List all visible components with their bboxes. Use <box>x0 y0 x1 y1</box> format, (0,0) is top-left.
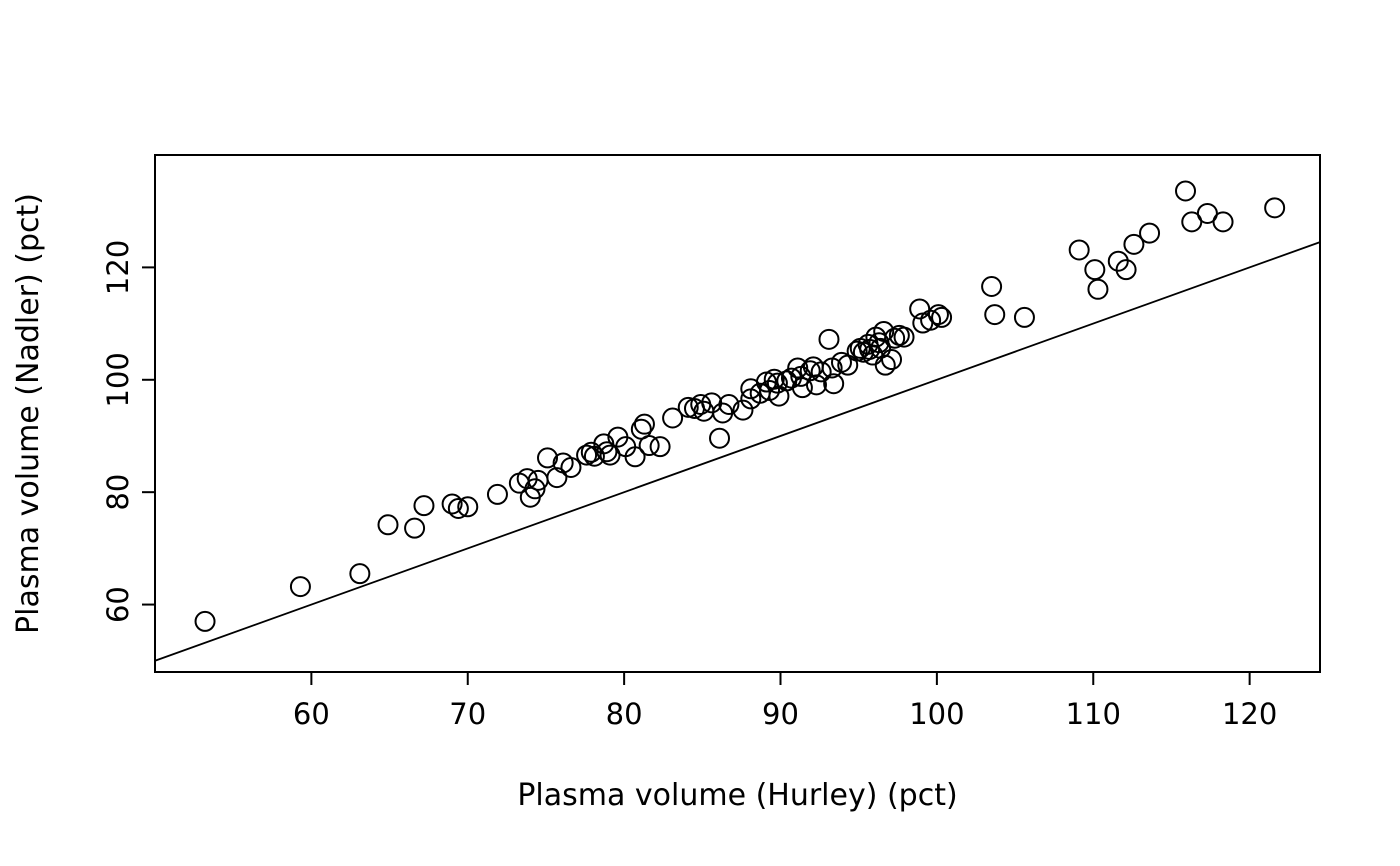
data-point <box>884 327 906 349</box>
data-point <box>457 496 479 518</box>
data-point <box>1123 233 1145 255</box>
x-tick-label: 120 <box>1222 697 1277 731</box>
data-point <box>931 306 953 328</box>
identity-line <box>154 241 1321 662</box>
data-point <box>633 413 655 435</box>
data-point <box>377 514 399 536</box>
data-point <box>624 446 646 468</box>
data-point <box>441 493 463 515</box>
data-point <box>791 377 813 399</box>
data-point <box>818 328 840 350</box>
data-point <box>718 394 740 416</box>
data-point <box>766 372 788 394</box>
data-point <box>447 497 469 519</box>
y-tick-label: 80 <box>101 474 135 511</box>
data-point <box>732 399 754 421</box>
data-point <box>881 349 903 371</box>
data-point <box>927 304 949 326</box>
data-point <box>1115 259 1137 281</box>
data-point <box>638 435 660 457</box>
data-point <box>649 436 671 458</box>
data-point <box>984 304 1006 326</box>
x-tick-label: 60 <box>293 697 330 731</box>
data-point <box>596 441 618 463</box>
y-tick-label: 60 <box>101 586 135 623</box>
data-point <box>823 373 845 395</box>
data-point <box>893 326 915 348</box>
data-point <box>981 275 1003 297</box>
data-point <box>486 483 508 505</box>
data-point <box>524 478 546 500</box>
data-point <box>873 320 895 342</box>
data-point <box>349 563 371 585</box>
x-tick-label: 70 <box>449 697 486 731</box>
y-axis-title: Plasma volume (Nadler) (pct) <box>11 193 46 634</box>
data-point <box>805 374 827 396</box>
x-tick-label: 80 <box>606 697 643 731</box>
data-point <box>1264 197 1286 219</box>
y-tick-label: 120 <box>101 240 135 295</box>
x-axis-title: Plasma volume (Hurley) (pct) <box>517 778 957 813</box>
data-point <box>1139 222 1161 244</box>
data-point <box>709 427 731 449</box>
data-point <box>1175 180 1197 202</box>
data-point <box>1212 211 1234 233</box>
data-point <box>1013 306 1035 328</box>
data-point <box>576 444 598 466</box>
data-point <box>909 298 931 320</box>
data-point <box>799 360 821 382</box>
x-tick-label: 110 <box>1066 697 1121 731</box>
data-point <box>787 357 809 379</box>
data-point <box>289 576 311 598</box>
data-point <box>1087 278 1109 300</box>
y-tick-label: 100 <box>101 352 135 407</box>
data-point <box>1068 239 1090 261</box>
data-point <box>810 361 832 383</box>
data-point <box>560 456 582 478</box>
data-point <box>1084 259 1106 281</box>
x-tick-label: 100 <box>909 697 964 731</box>
data-point <box>662 407 684 429</box>
data-point <box>546 467 568 489</box>
plot-box <box>154 154 1321 673</box>
data-point <box>413 495 435 517</box>
data-point <box>537 447 559 469</box>
data-point <box>874 354 896 376</box>
x-tick-label: 90 <box>762 697 799 731</box>
data-point <box>194 610 216 632</box>
data-point <box>404 517 426 539</box>
